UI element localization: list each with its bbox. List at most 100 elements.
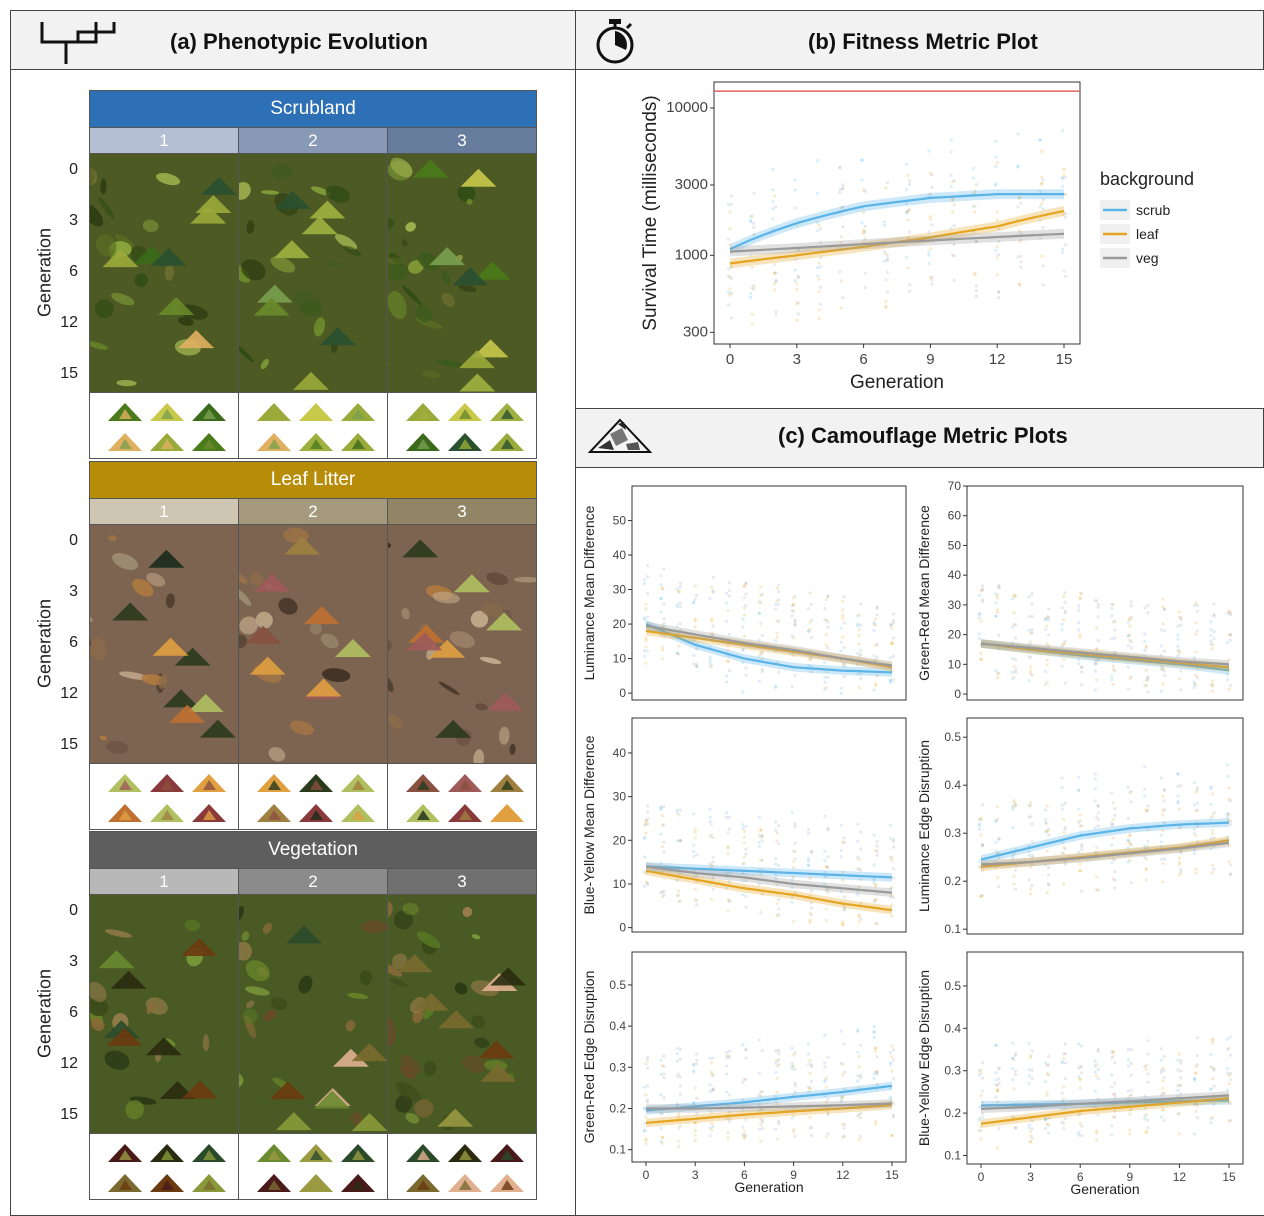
data-point	[1029, 671, 1033, 675]
y-tick-label: 1000	[675, 246, 708, 263]
y-axis-label: Blue-Yellow Edge Disruption	[916, 970, 932, 1146]
data-point	[1078, 632, 1082, 636]
data-point	[808, 1087, 812, 1091]
data-point	[774, 857, 778, 861]
data-point	[817, 308, 821, 312]
data-point	[1080, 1124, 1084, 1128]
data-point	[662, 893, 666, 897]
data-point	[777, 670, 781, 674]
data-point	[980, 587, 985, 591]
data-point	[1077, 620, 1081, 624]
data-point	[1063, 600, 1067, 604]
data-point	[726, 290, 731, 294]
data-point	[824, 865, 828, 869]
data-point	[1144, 867, 1148, 871]
data-point	[678, 601, 682, 605]
data-point	[1011, 825, 1015, 830]
data-point	[1016, 165, 1020, 169]
data-point	[890, 1044, 894, 1048]
data-point	[1162, 669, 1166, 673]
data-point	[1060, 776, 1064, 780]
data-point	[823, 606, 827, 610]
data-point	[1027, 614, 1031, 618]
data-point	[951, 199, 955, 203]
data-point	[874, 922, 878, 926]
data-point	[708, 862, 712, 866]
data-point	[1063, 611, 1067, 615]
data-point	[1212, 613, 1216, 617]
data-point	[875, 655, 879, 659]
data-point	[1146, 1072, 1150, 1076]
data-point	[708, 661, 712, 665]
data-point	[824, 632, 828, 637]
data-point	[816, 159, 820, 163]
data-point	[808, 591, 812, 595]
data-point	[1030, 853, 1034, 857]
data-point	[1126, 665, 1130, 669]
data-point	[775, 1137, 779, 1141]
data-point	[1228, 873, 1233, 877]
data-point	[1113, 870, 1117, 874]
data-point	[949, 226, 953, 231]
data-point	[1029, 1053, 1033, 1057]
data-point	[882, 224, 886, 228]
data-point	[927, 149, 931, 153]
data-point	[1159, 1047, 1163, 1051]
data-point	[1210, 792, 1215, 796]
data-point	[1077, 775, 1081, 779]
data-point	[1093, 1064, 1097, 1068]
data-point	[890, 903, 894, 907]
data-point	[645, 563, 650, 568]
data-point	[1143, 639, 1147, 643]
data-point	[644, 661, 648, 665]
data-point	[727, 669, 732, 673]
data-point	[1014, 668, 1018, 672]
data-point	[1177, 610, 1181, 614]
data-point	[1011, 854, 1015, 858]
data-point	[1179, 851, 1183, 855]
data-point	[710, 865, 714, 869]
data-point	[1045, 663, 1049, 667]
y-axis-label: Luminance Edge Disruption	[916, 740, 932, 912]
data-point	[872, 863, 876, 867]
plot-area	[966, 951, 1244, 1165]
data-point	[872, 1077, 876, 1081]
data-point	[949, 150, 953, 154]
data-point	[1129, 1088, 1133, 1092]
data-point	[1177, 861, 1181, 865]
data-point	[888, 678, 893, 682]
data-point	[1027, 679, 1031, 683]
data-point	[949, 138, 953, 142]
data-point	[888, 1086, 893, 1090]
data-point	[742, 835, 746, 839]
data-point	[841, 186, 845, 190]
data-point	[839, 640, 843, 644]
data-point	[759, 828, 763, 832]
data-point	[1227, 611, 1231, 615]
data-point	[1016, 132, 1020, 136]
data-point	[760, 1118, 764, 1122]
data-point	[1019, 254, 1023, 259]
data-point	[874, 1122, 878, 1126]
data-point	[1144, 1063, 1148, 1067]
data-point	[1192, 780, 1196, 784]
data-point	[872, 899, 876, 903]
data-point	[1129, 800, 1133, 804]
data-point	[772, 194, 777, 198]
data-point	[760, 1127, 764, 1131]
data-point	[677, 644, 681, 648]
data-point	[1029, 887, 1033, 891]
data-point	[775, 619, 779, 623]
data-point	[995, 676, 1000, 680]
stopwatch-icon	[596, 19, 634, 64]
data-point	[777, 590, 781, 594]
data-point	[1044, 1118, 1048, 1122]
data-point	[744, 824, 748, 829]
data-point	[1110, 637, 1114, 641]
y-tick-label: 70	[948, 479, 962, 493]
data-point	[841, 183, 845, 187]
data-point	[1227, 1119, 1231, 1123]
data-point	[1096, 639, 1100, 643]
data-point	[874, 682, 878, 686]
data-point	[875, 613, 879, 617]
